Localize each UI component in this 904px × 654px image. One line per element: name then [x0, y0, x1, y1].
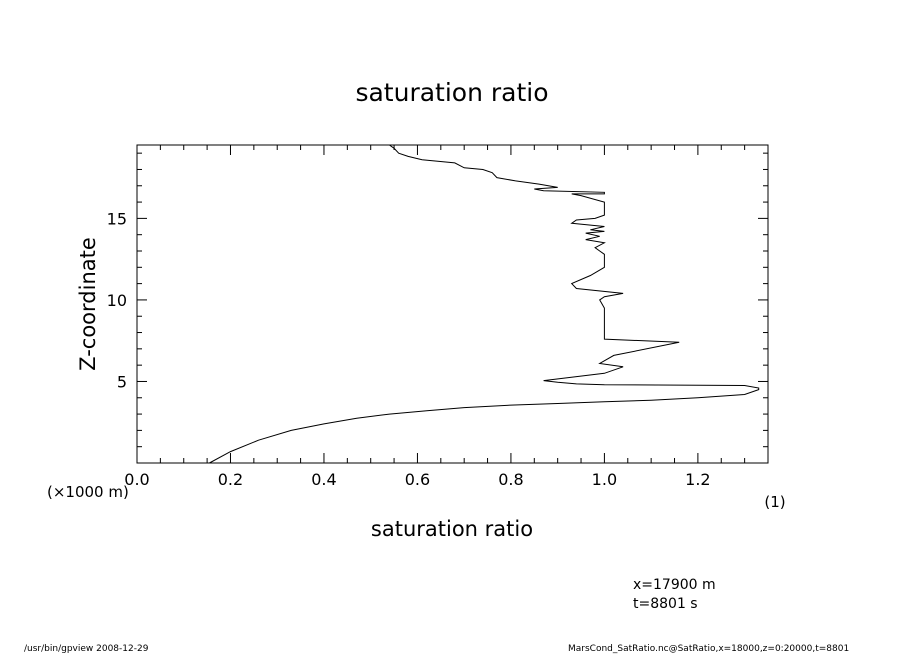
- series-line: [209, 144, 760, 464]
- x-axis-label: saturation ratio: [371, 517, 533, 541]
- x-tick-label: 0.6: [405, 470, 430, 489]
- y-axis-label: Z-coordinate: [76, 237, 100, 371]
- x-tick-label: 1.2: [685, 470, 710, 489]
- plot-frame: [136, 144, 769, 464]
- footer-right: MarsCond_SatRatio.nc@SatRatio,x=18000,z=…: [568, 644, 849, 654]
- x-axis-unit: (1): [764, 493, 785, 511]
- x-tick-label: 0.8: [498, 470, 523, 489]
- y-tick-label: 5: [117, 372, 127, 391]
- y-axis-unit: (×1000 m): [47, 483, 129, 501]
- chart-title: saturation ratio: [355, 78, 548, 107]
- x-tick-label: 1.0: [592, 470, 617, 489]
- y-tick-label: 10: [107, 291, 127, 310]
- plot-area: 0.0 0.2 0.4 0.6 0.8 1.0 1.2 5 10 15: [107, 144, 769, 489]
- y-tick-label: 15: [107, 209, 127, 228]
- coords-t: t=8801 s: [633, 596, 698, 612]
- x-tick-label: 0.4: [311, 470, 336, 489]
- footer-left: /usr/bin/gpview 2008-12-29: [24, 644, 149, 654]
- axis-ticks: [136, 145, 769, 463]
- coords-x: x=17900 m: [633, 577, 716, 593]
- y-tick-labels: 5 10 15: [107, 209, 127, 391]
- x-tick-label: 0.0: [124, 470, 149, 489]
- x-tick-labels: 0.0 0.2 0.4 0.6 0.8 1.0 1.2: [124, 470, 710, 489]
- x-tick-label: 0.2: [218, 470, 243, 489]
